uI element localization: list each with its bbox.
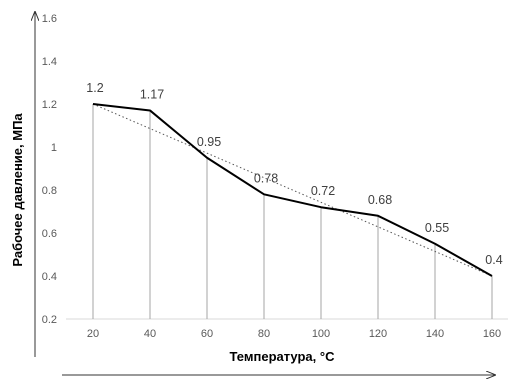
y-tick-label: 0.2 bbox=[42, 314, 57, 326]
data-label: 0.78 bbox=[254, 171, 278, 185]
x-tick-label: 140 bbox=[426, 328, 444, 340]
data-label: 1.17 bbox=[140, 87, 164, 101]
data-label: 0.4 bbox=[485, 253, 502, 267]
x-tick-label: 120 bbox=[369, 328, 387, 340]
x-tick-label: 80 bbox=[258, 328, 270, 340]
x-tick-label: 20 bbox=[87, 328, 99, 340]
trendline bbox=[93, 104, 492, 276]
data-label: 1.2 bbox=[86, 81, 103, 95]
y-tick-label: 0.8 bbox=[42, 185, 57, 197]
x-tick-label: 160 bbox=[483, 328, 501, 340]
x-tick-label: 40 bbox=[144, 328, 156, 340]
y-tick-label: 1.2 bbox=[42, 99, 57, 111]
x-axis-title: Температура, °C bbox=[230, 349, 336, 364]
y-axis-title: Рабочее давление, МПа bbox=[10, 113, 25, 267]
data-label: 0.95 bbox=[197, 135, 221, 149]
y-tick-label: 1.6 bbox=[42, 13, 57, 25]
y-tick-label: 0.4 bbox=[42, 271, 57, 283]
x-tick-label: 60 bbox=[201, 328, 213, 340]
y-tick-label: 1.4 bbox=[42, 56, 57, 68]
y-tick-label: 0.6 bbox=[42, 228, 57, 240]
y-tick-label: 1 bbox=[51, 142, 57, 154]
data-label: 0.55 bbox=[425, 221, 449, 235]
data-label: 0.68 bbox=[368, 193, 392, 207]
data-label: 0.72 bbox=[311, 184, 335, 198]
x-tick-label: 100 bbox=[312, 328, 330, 340]
